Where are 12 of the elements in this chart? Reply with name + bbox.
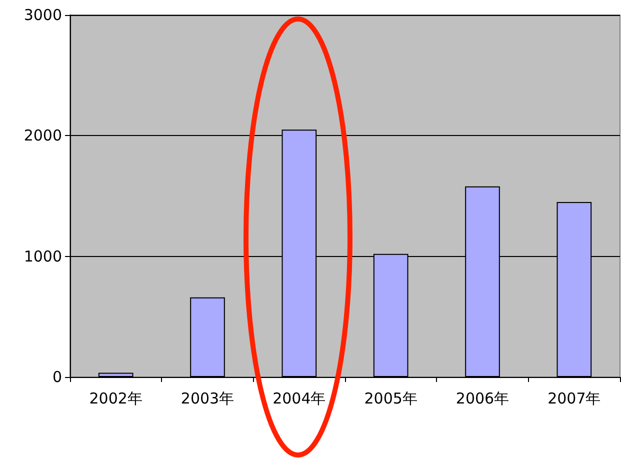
x-tick-label: 2004年 xyxy=(272,390,326,408)
bar xyxy=(190,297,225,377)
x-tick-label: 2003年 xyxy=(180,390,234,408)
bar xyxy=(98,372,134,377)
x-tick-label: 2006年 xyxy=(456,390,510,408)
y-tick-label: 1000 xyxy=(24,247,62,266)
y-tick-label: 0 xyxy=(52,368,62,386)
x-tick-label: 2005年 xyxy=(364,390,418,408)
y-tick-label: 2000 xyxy=(24,126,62,145)
x-tick-label: 2007年 xyxy=(548,390,601,408)
x-tick-label: 2002年 xyxy=(89,390,142,408)
y-tick-label: 3000 xyxy=(24,6,62,24)
